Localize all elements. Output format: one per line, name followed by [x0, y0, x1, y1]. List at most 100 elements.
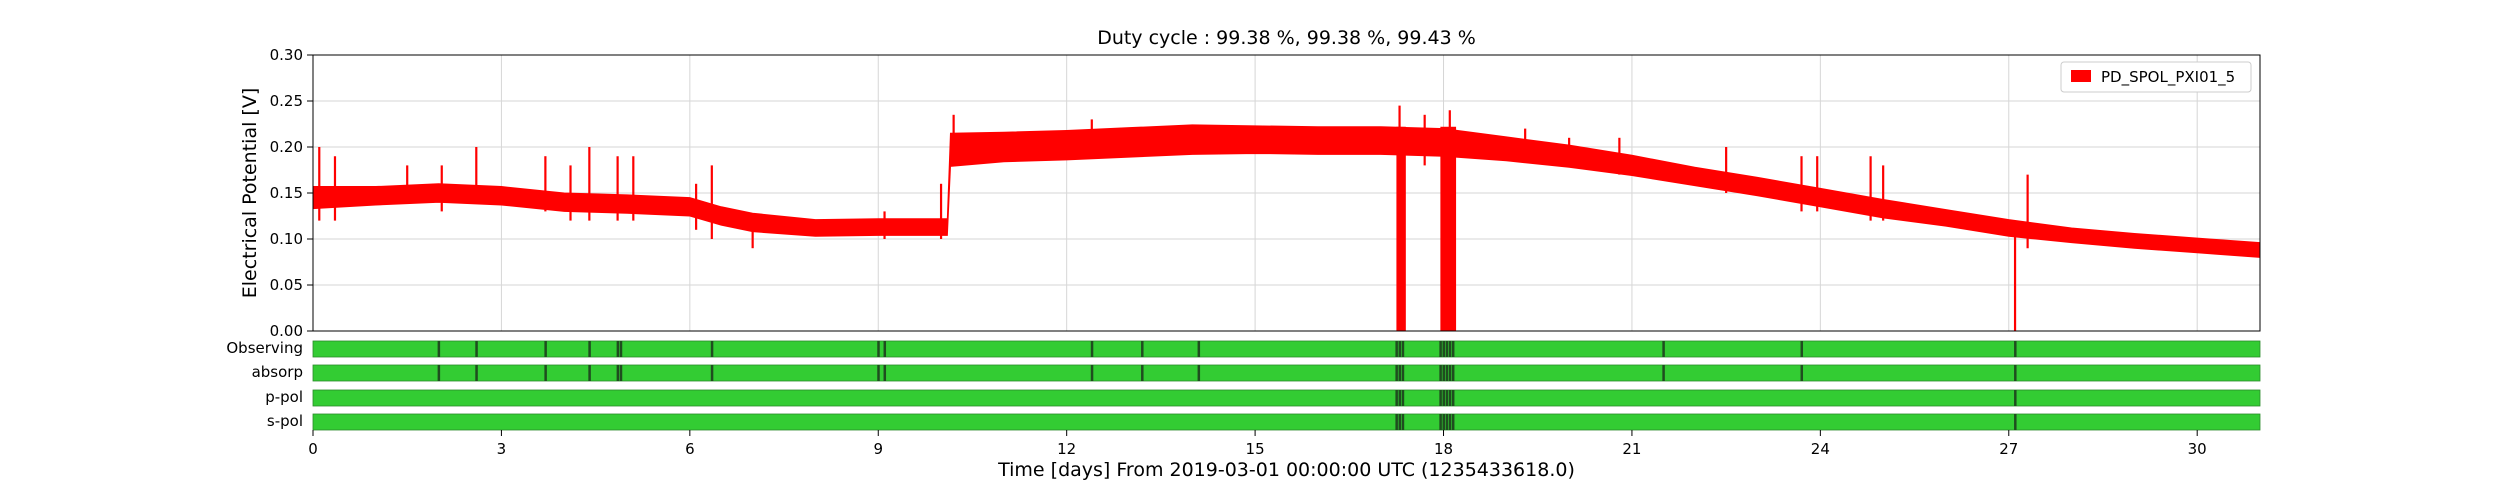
grid-lines — [312, 54, 2260, 332]
segment-break-3 — [1439, 414, 1442, 430]
segment-break-2 — [544, 341, 547, 357]
segment-row-p-pol: p-pol — [265, 388, 2261, 407]
segment-break-3 — [588, 365, 591, 381]
segment-break-6 — [710, 365, 714, 381]
segment-row-absorp: absorp — [252, 363, 2261, 382]
segment-label: Observing — [226, 339, 303, 357]
segment-break-11 — [1197, 365, 1201, 381]
segment-break-5 — [619, 341, 623, 357]
segment-break-16 — [1442, 365, 1446, 381]
segment-break-13 — [1398, 341, 1402, 357]
segment-break-17 — [1445, 365, 1449, 381]
segment-break-22 — [2014, 365, 2017, 381]
segment-break-2 — [1401, 414, 1405, 430]
y-tick-label-3: 0.15 — [270, 184, 303, 202]
segment-break-12 — [1395, 365, 1398, 381]
x-axis-label: Time [days] From 2019-03-01 00:00:00 UTC… — [997, 459, 1575, 481]
segment-break-21 — [1800, 365, 1804, 381]
segment-break-21 — [1800, 341, 1804, 357]
y-axis-label: Electrical Potential [V] — [239, 88, 261, 298]
segment-break-9 — [1090, 341, 1094, 357]
segment-break-19 — [1451, 365, 1455, 381]
segment-break-7 — [877, 365, 880, 381]
segment-break-6 — [710, 341, 714, 357]
x-axis: 0 3 6 9 12 15 18 21 24 27 30 — [308, 430, 2207, 458]
legend-box — [2060, 61, 2252, 93]
chart-title: Duty cycle : 99.38 %, 99.38 %, 99.43 % — [1097, 27, 1476, 49]
segment-break-10 — [1141, 365, 1144, 381]
segment-break-7 — [1451, 390, 1455, 406]
segment-label: p-pol — [265, 388, 303, 406]
segment-break-4 — [616, 365, 620, 381]
segment-break-8 — [2014, 414, 2017, 430]
segment-bar — [312, 389, 2261, 407]
segment-break-1 — [475, 365, 478, 381]
y-tick-label-2: 0.10 — [270, 230, 303, 248]
segment-break-2 — [1401, 390, 1405, 406]
x-tick-label-8: 24 — [1811, 440, 1830, 458]
segment-row-s-pol: s-pol — [267, 412, 2261, 431]
segment-break-11 — [1197, 341, 1201, 357]
segment-break-1 — [1398, 390, 1402, 406]
segment-break-5 — [1445, 414, 1449, 430]
x-tick-label-5: 15 — [1246, 440, 1265, 458]
y-tick-label-6: 0.30 — [270, 46, 303, 64]
segment-break-16 — [1442, 341, 1446, 357]
segment-break-18 — [1448, 365, 1452, 381]
segment-break-0 — [1395, 390, 1398, 406]
y-tick-label-1: 0.05 — [270, 276, 303, 294]
segment-break-8 — [883, 365, 887, 381]
segment-break-20 — [1662, 341, 1665, 357]
segment-break-14 — [1401, 365, 1405, 381]
segment-break-0 — [437, 365, 441, 381]
segment-rows: Observing absorp p-pol s-pol — [226, 339, 2261, 431]
segment-break-0 — [1395, 414, 1398, 430]
segment-break-6 — [1448, 414, 1452, 430]
y-axis: 0.00 0.05 0.10 0.15 0.20 0.25 0.30 — [270, 46, 313, 340]
segment-break-8 — [883, 341, 887, 357]
segment-break-12 — [1395, 341, 1398, 357]
segment-break-1 — [1398, 414, 1402, 430]
segment-break-22 — [2014, 341, 2017, 357]
segment-break-7 — [1451, 414, 1455, 430]
segment-break-15 — [1439, 365, 1442, 381]
segment-break-7 — [877, 341, 880, 357]
segment-label: s-pol — [267, 412, 303, 430]
legend-label: PD_SPOL_PXI01_5 — [2101, 68, 2235, 87]
x-tick-label-9: 27 — [1999, 440, 2018, 458]
segment-break-0 — [437, 341, 441, 357]
y-tick-label-0: 0.00 — [270, 322, 303, 340]
segment-break-10 — [1141, 341, 1144, 357]
segment-break-5 — [1445, 390, 1449, 406]
x-tick-label-0: 0 — [308, 440, 318, 458]
segment-break-8 — [2014, 390, 2017, 406]
segment-label: absorp — [252, 363, 303, 381]
series-band — [313, 124, 2260, 258]
x-tick-label-2: 6 — [685, 440, 695, 458]
segment-break-1 — [475, 341, 478, 357]
segment-break-3 — [1439, 390, 1442, 406]
series-dropout-0 — [1396, 126, 1406, 331]
segment-bar — [312, 364, 2261, 382]
segment-break-14 — [1401, 341, 1405, 357]
x-tick-label-10: 30 — [2188, 440, 2207, 458]
segment-break-4 — [1442, 390, 1446, 406]
segment-break-19 — [1451, 341, 1455, 357]
segment-bar — [312, 413, 2261, 431]
segment-break-5 — [619, 365, 623, 381]
x-tick-label-3: 9 — [873, 440, 883, 458]
series-dropout-1 — [1440, 126, 1457, 331]
segment-break-15 — [1439, 341, 1442, 357]
legend-swatch — [2071, 70, 2091, 82]
x-tick-label-4: 12 — [1057, 440, 1076, 458]
x-tick-label-6: 18 — [1434, 440, 1453, 458]
segment-break-4 — [1442, 414, 1446, 430]
segment-break-2 — [544, 365, 547, 381]
segment-row-observing: Observing — [226, 339, 2261, 358]
segment-break-18 — [1448, 341, 1452, 357]
x-tick-label-1: 3 — [497, 440, 507, 458]
segment-break-4 — [616, 341, 620, 357]
segment-bar — [312, 340, 2261, 358]
segment-break-3 — [588, 341, 591, 357]
